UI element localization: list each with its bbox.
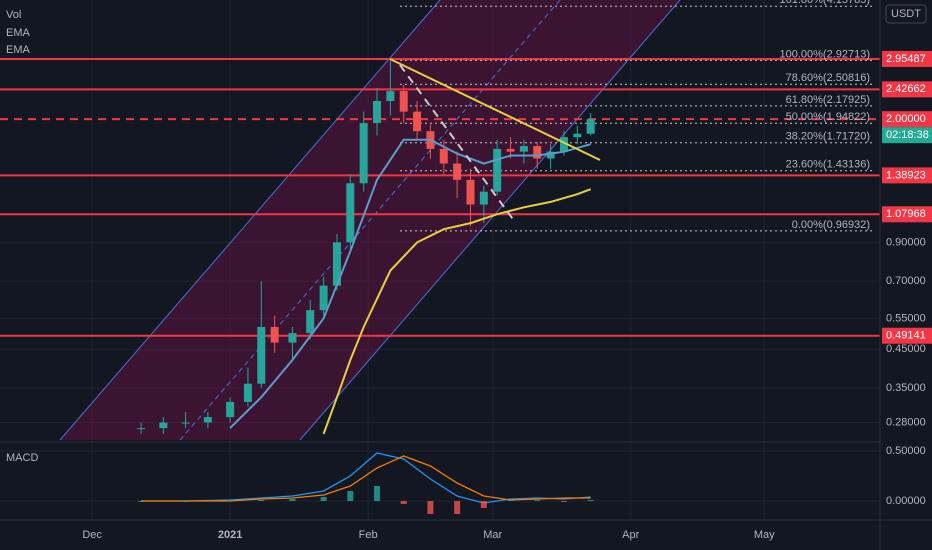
macd-histogram — [320, 497, 327, 501]
macd-signal — [141, 455, 591, 502]
candle-body — [386, 91, 395, 102]
fib-label: 0.00%(0.96932) — [792, 219, 870, 231]
x-tick-label: Mar — [483, 529, 502, 541]
candle-body — [306, 310, 315, 334]
macd-histogram — [507, 500, 514, 501]
macd-histogram — [560, 501, 567, 502]
level-label: 2.00000 — [886, 113, 926, 125]
level-label: 0.49141 — [886, 330, 926, 342]
candle-body — [226, 401, 235, 418]
candle-body — [270, 327, 279, 343]
ema-line — [322, 188, 592, 435]
currency-button[interactable] — [885, 4, 927, 24]
level-tag — [882, 81, 932, 98]
macd-histogram — [258, 500, 265, 501]
y-tick-label: 0.35000 — [886, 382, 926, 394]
candle-body — [586, 119, 595, 134]
candle-body — [399, 91, 408, 112]
projection-line — [399, 64, 516, 223]
candle-body — [332, 242, 341, 286]
x-tick-label: Apr — [622, 529, 639, 541]
y-tick-label: 0.55000 — [886, 312, 926, 324]
level-label: 2.42662 — [886, 83, 926, 95]
macd-histogram — [138, 501, 145, 502]
macd-histogram — [587, 500, 594, 501]
candle-body — [533, 146, 542, 159]
currency[interactable]: USDT — [891, 8, 921, 20]
legend-vol: Vol — [6, 9, 21, 21]
level-tag — [882, 327, 932, 344]
candle-body — [479, 191, 488, 205]
level-tag — [882, 111, 932, 128]
fib-label: 78.60%(2.50816) — [786, 72, 870, 84]
x-tick-label: Feb — [359, 529, 378, 541]
fib-label: 100.00%(2.92713) — [779, 48, 870, 60]
legend-ema: EMA — [6, 27, 31, 39]
candle-body — [439, 148, 448, 164]
candle-body — [453, 163, 462, 180]
macd-histogram — [454, 501, 461, 514]
macd-histogram — [347, 491, 354, 501]
level-label: 2.95487 — [886, 53, 926, 65]
candle-body — [288, 333, 297, 343]
x-tick-label: 2021 — [218, 529, 242, 541]
level-tag — [882, 50, 932, 67]
macd-histogram — [182, 501, 189, 502]
candle-body — [159, 422, 168, 429]
macd-histogram — [374, 486, 381, 501]
candle-body — [573, 133, 582, 138]
channel-lower — [299, 0, 681, 441]
channel-upper — [59, 0, 441, 441]
level-label: 1.38923 — [886, 169, 926, 181]
macd-tick-label: 0.50000 — [886, 445, 926, 457]
candle-body — [346, 183, 355, 243]
candle-body — [359, 123, 368, 184]
macd-macd — [141, 452, 591, 504]
candle-body — [319, 285, 328, 311]
candle-body — [257, 327, 266, 384]
candle-body — [413, 111, 422, 132]
ema-line — [229, 138, 591, 429]
macd-tick-label: 0.00000 — [886, 495, 926, 507]
legend-ema: EMA — [6, 44, 31, 56]
candle-body — [559, 137, 568, 152]
x-tick-label: May — [754, 529, 775, 541]
y-tick-label: 0.70000 — [886, 275, 926, 287]
macd-histogram — [400, 501, 407, 504]
fib-label: 61.80%(2.17925) — [786, 94, 870, 106]
macd-histogram — [534, 500, 541, 501]
candle-body — [243, 383, 252, 402]
level-label: 1.07968 — [886, 208, 926, 220]
macd-title: MACD — [6, 452, 38, 464]
macd-histogram — [227, 500, 234, 501]
candle-body — [203, 417, 212, 423]
y-tick-label: 0.90000 — [886, 236, 926, 248]
macd-histogram — [427, 501, 434, 514]
countdown: 02:18:38 — [886, 129, 929, 141]
candle-body — [181, 422, 190, 424]
level-tag — [882, 206, 932, 223]
y-tick-label: 0.45000 — [886, 343, 926, 355]
countdown-tag — [882, 127, 932, 144]
y-tick-label: 0.28000 — [886, 416, 926, 428]
fib-label: 23.60%(1.43136) — [786, 159, 870, 171]
macd-histogram — [289, 499, 296, 501]
candle-body — [519, 146, 528, 152]
fib-label: 38.20%(1.71720) — [786, 131, 870, 143]
level-tag — [882, 167, 932, 184]
x-tick-label: Dec — [82, 529, 102, 541]
candle-body — [546, 151, 555, 159]
trend-line — [389, 58, 601, 161]
channel-middle — [179, 0, 561, 441]
candle-body — [466, 179, 475, 205]
fib-label: 50.00%(1.94822) — [786, 111, 870, 123]
fib-label: 161.80%(4.15785) — [779, 0, 870, 6]
candle-body — [373, 101, 382, 124]
macd-histogram — [480, 501, 487, 508]
candle-body — [493, 148, 502, 192]
candle-body — [137, 428, 146, 430]
candle-body — [506, 148, 515, 152]
